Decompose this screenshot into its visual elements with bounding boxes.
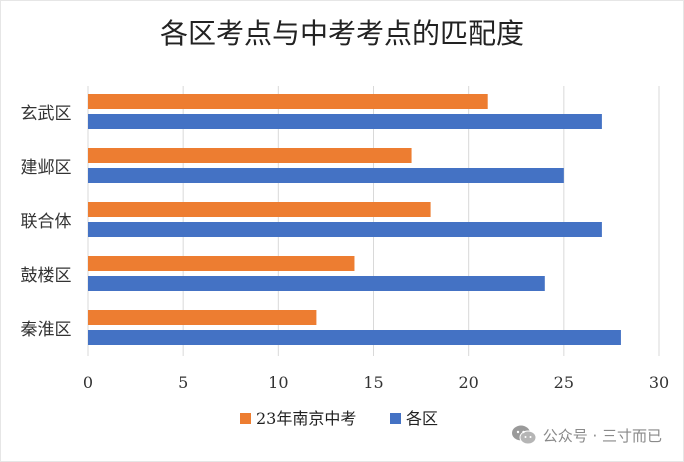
x-tick-labels: 0 5 10 15 20 25 30: [83, 373, 669, 392]
category-label: 建邺区: [21, 158, 72, 178]
bar-district: [88, 276, 545, 291]
category-label: 玄武区: [21, 104, 72, 124]
category-label: 鼓楼区: [21, 266, 72, 286]
bar-exam: [88, 94, 488, 109]
bars: [88, 94, 621, 345]
bar-exam: [88, 256, 355, 271]
bar-district: [88, 168, 564, 183]
category-label: 秦淮区: [21, 320, 72, 340]
chart-title: 各区考点与中考考点的匹配度: [159, 17, 524, 50]
bar-exam: [88, 310, 317, 325]
bar-exam: [88, 148, 412, 163]
legend-swatch: [390, 413, 401, 424]
x-tick-label: 20: [458, 373, 478, 392]
bar-exam: [88, 202, 431, 217]
x-tick-label: 0: [83, 373, 93, 392]
x-tick-label: 10: [268, 373, 288, 392]
bar-district: [88, 222, 602, 237]
category-label: 联合体: [21, 212, 72, 232]
x-tick-label: 25: [554, 373, 574, 392]
watermark: 公众号 · 三寸而已: [511, 424, 662, 446]
x-tick-label: 15: [363, 373, 383, 392]
x-tick-label: 5: [178, 373, 188, 392]
watermark-text: 公众号 · 三寸而已: [542, 426, 662, 445]
legend-label: 各区: [406, 409, 438, 428]
bar-district: [88, 114, 602, 129]
legend: 23年南京中考 各区: [240, 409, 438, 428]
legend-label: 23年南京中考: [256, 409, 356, 428]
bar-district: [88, 330, 621, 345]
x-tick-label: 30: [649, 373, 669, 392]
wechat-icon: [511, 425, 537, 445]
legend-swatch: [240, 413, 251, 424]
